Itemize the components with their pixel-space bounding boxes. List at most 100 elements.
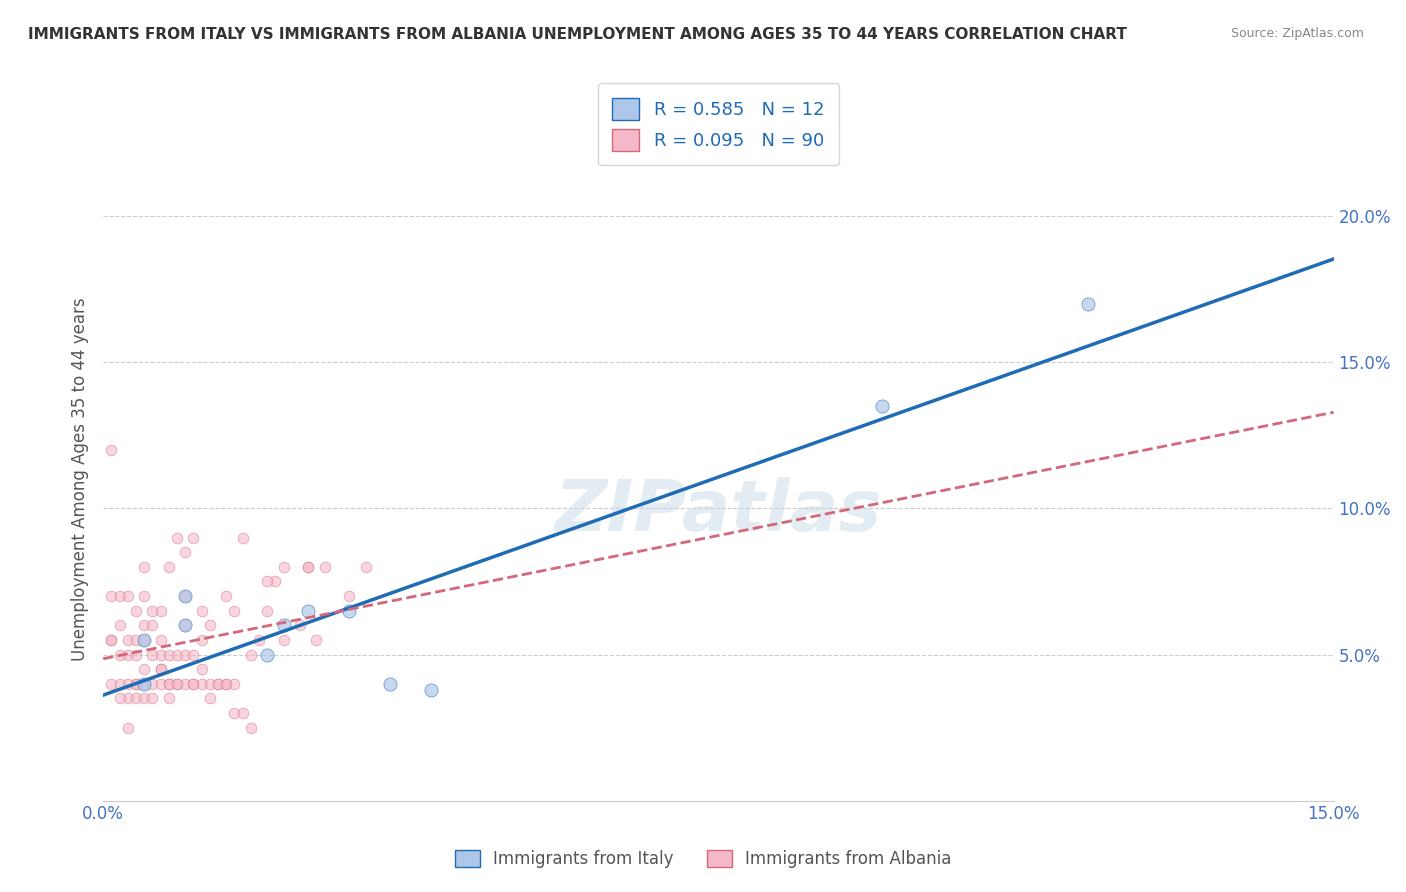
Point — [134, 677, 156, 691]
Point — [149, 662, 172, 676]
Point — [134, 662, 156, 676]
Point — [149, 662, 172, 676]
Point — [100, 677, 122, 691]
Point — [256, 648, 278, 662]
Point — [288, 618, 311, 632]
Point — [117, 632, 139, 647]
Point — [125, 632, 148, 647]
Point — [183, 531, 205, 545]
Legend: R = 0.585   N = 12, R = 0.095   N = 90: R = 0.585 N = 12, R = 0.095 N = 90 — [598, 83, 839, 165]
Point — [108, 618, 131, 632]
Point — [1076, 297, 1098, 311]
Point — [134, 618, 156, 632]
Legend: Immigrants from Italy, Immigrants from Albania: Immigrants from Italy, Immigrants from A… — [449, 843, 957, 875]
Point — [117, 677, 139, 691]
Point — [198, 618, 221, 632]
Point — [166, 677, 188, 691]
Point — [117, 721, 139, 735]
Point — [134, 677, 156, 691]
Point — [108, 648, 131, 662]
Point — [215, 677, 238, 691]
Point — [149, 677, 172, 691]
Point — [108, 691, 131, 706]
Point — [141, 604, 163, 618]
Point — [264, 574, 287, 589]
Point — [174, 545, 197, 559]
Point — [273, 618, 295, 632]
Point — [314, 559, 336, 574]
Point — [297, 559, 319, 574]
Point — [166, 648, 188, 662]
Point — [174, 589, 197, 603]
Point — [183, 677, 205, 691]
Point — [134, 559, 156, 574]
Point — [100, 589, 122, 603]
Point — [157, 648, 180, 662]
Point — [149, 632, 172, 647]
Point — [166, 677, 188, 691]
Point — [337, 604, 360, 618]
Point — [117, 648, 139, 662]
Point — [174, 648, 197, 662]
Y-axis label: Unemployment Among Ages 35 to 44 years: Unemployment Among Ages 35 to 44 years — [72, 297, 89, 661]
Point — [157, 559, 180, 574]
Point — [183, 648, 205, 662]
Point — [224, 677, 246, 691]
Point — [420, 682, 443, 697]
Point — [125, 648, 148, 662]
Point — [247, 632, 270, 647]
Point — [125, 677, 148, 691]
Point — [198, 691, 221, 706]
Point — [190, 662, 212, 676]
Point — [174, 618, 197, 632]
Point — [125, 677, 148, 691]
Point — [215, 589, 238, 603]
Point — [100, 632, 122, 647]
Point — [108, 589, 131, 603]
Point — [207, 677, 229, 691]
Point — [174, 677, 197, 691]
Point — [134, 589, 156, 603]
Point — [190, 632, 212, 647]
Point — [134, 632, 156, 647]
Point — [125, 691, 148, 706]
Point — [297, 559, 319, 574]
Point — [256, 604, 278, 618]
Point — [141, 618, 163, 632]
Text: Source: ZipAtlas.com: Source: ZipAtlas.com — [1230, 27, 1364, 40]
Point — [305, 632, 328, 647]
Point — [117, 589, 139, 603]
Point — [134, 632, 156, 647]
Point — [141, 648, 163, 662]
Point — [183, 677, 205, 691]
Point — [215, 677, 238, 691]
Point — [134, 691, 156, 706]
Point — [174, 618, 197, 632]
Point — [354, 559, 377, 574]
Point — [157, 677, 180, 691]
Point — [125, 604, 148, 618]
Point — [273, 559, 295, 574]
Point — [149, 648, 172, 662]
Point — [337, 589, 360, 603]
Point — [273, 632, 295, 647]
Point — [297, 604, 319, 618]
Point — [157, 677, 180, 691]
Point — [232, 706, 254, 720]
Point — [198, 677, 221, 691]
Point — [141, 677, 163, 691]
Point — [141, 691, 163, 706]
Point — [256, 574, 278, 589]
Point — [149, 604, 172, 618]
Point — [232, 531, 254, 545]
Point — [117, 691, 139, 706]
Point — [166, 531, 188, 545]
Point — [207, 677, 229, 691]
Point — [380, 677, 402, 691]
Point — [239, 648, 262, 662]
Point — [239, 721, 262, 735]
Text: ZIPatlas: ZIPatlas — [555, 477, 882, 546]
Point — [100, 442, 122, 457]
Point — [224, 604, 246, 618]
Point — [190, 677, 212, 691]
